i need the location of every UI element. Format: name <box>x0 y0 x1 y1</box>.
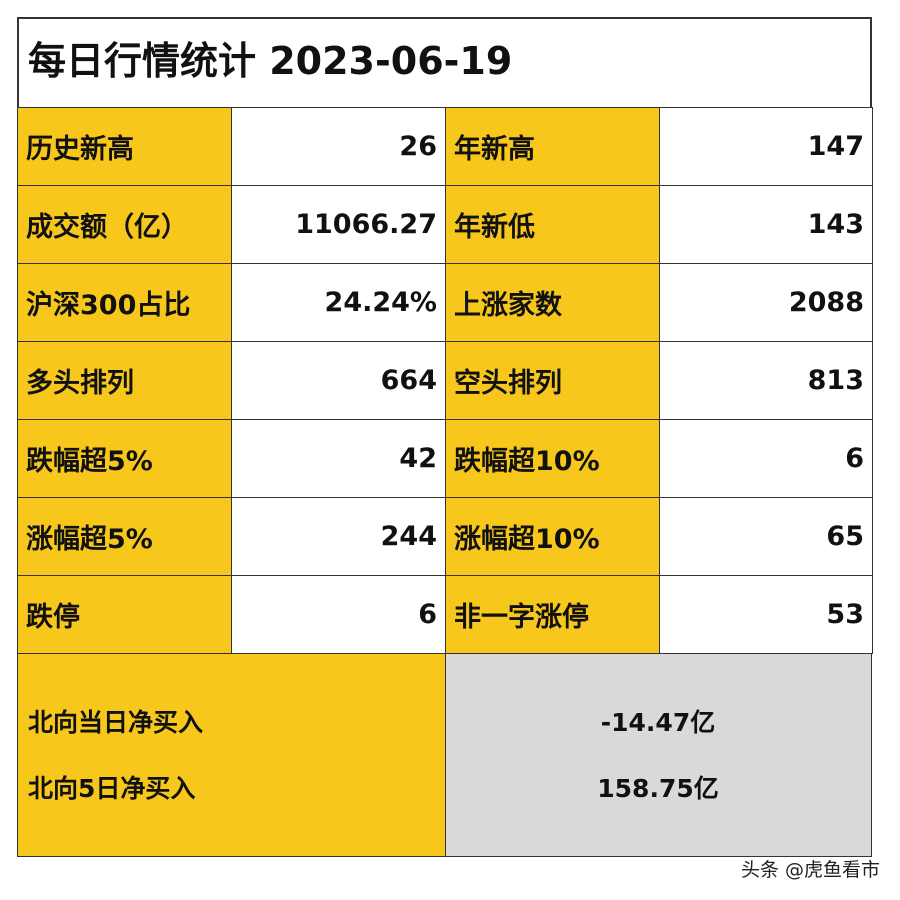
title: 每日行情统计 2023-06-19 <box>28 39 513 83</box>
label-cell: 历史新高 <box>17 107 232 186</box>
title-row <box>17 17 872 108</box>
value-cell: 65 <box>659 497 873 576</box>
value-cell: 147 <box>659 107 873 186</box>
label-cell: 空头排列 <box>445 341 660 420</box>
north-value-block <box>445 653 872 857</box>
north-label: 北向当日净买入 <box>28 708 204 737</box>
value-cell: 244 <box>231 497 446 576</box>
label-cell: 沪深300占比 <box>17 263 232 342</box>
label-cell: 跌停 <box>17 575 232 654</box>
value-cell: 53 <box>659 575 873 654</box>
label-cell: 涨幅超10% <box>445 497 660 576</box>
label-cell: 年新低 <box>445 185 660 264</box>
value-cell: 24.24% <box>231 263 446 342</box>
value-cell: 42 <box>231 419 446 498</box>
label-cell: 上涨家数 <box>445 263 660 342</box>
value-cell: 2088 <box>659 263 873 342</box>
label-cell: 跌幅超5% <box>17 419 232 498</box>
north-label-block <box>17 653 446 857</box>
label-cell: 多头排列 <box>17 341 232 420</box>
value-cell: 11066.27 <box>231 185 446 264</box>
value-cell: 6 <box>231 575 446 654</box>
north-label: 北向5日净买入 <box>28 774 196 803</box>
value-cell: 813 <box>659 341 873 420</box>
value-cell: 143 <box>659 185 873 264</box>
label-cell: 年新高 <box>445 107 660 186</box>
label-cell: 非一字涨停 <box>445 575 660 654</box>
north-value: 158.75亿 <box>597 774 719 803</box>
value-cell: 26 <box>231 107 446 186</box>
label-cell: 涨幅超5% <box>17 497 232 576</box>
value-cell: 6 <box>659 419 873 498</box>
watermark: 头条 @虎鱼看市 <box>740 859 880 881</box>
north-value: -14.47亿 <box>600 708 716 737</box>
label-cell: 跌幅超10% <box>445 419 660 498</box>
label-cell: 成交额（亿） <box>17 185 232 264</box>
value-cell: 664 <box>231 341 446 420</box>
